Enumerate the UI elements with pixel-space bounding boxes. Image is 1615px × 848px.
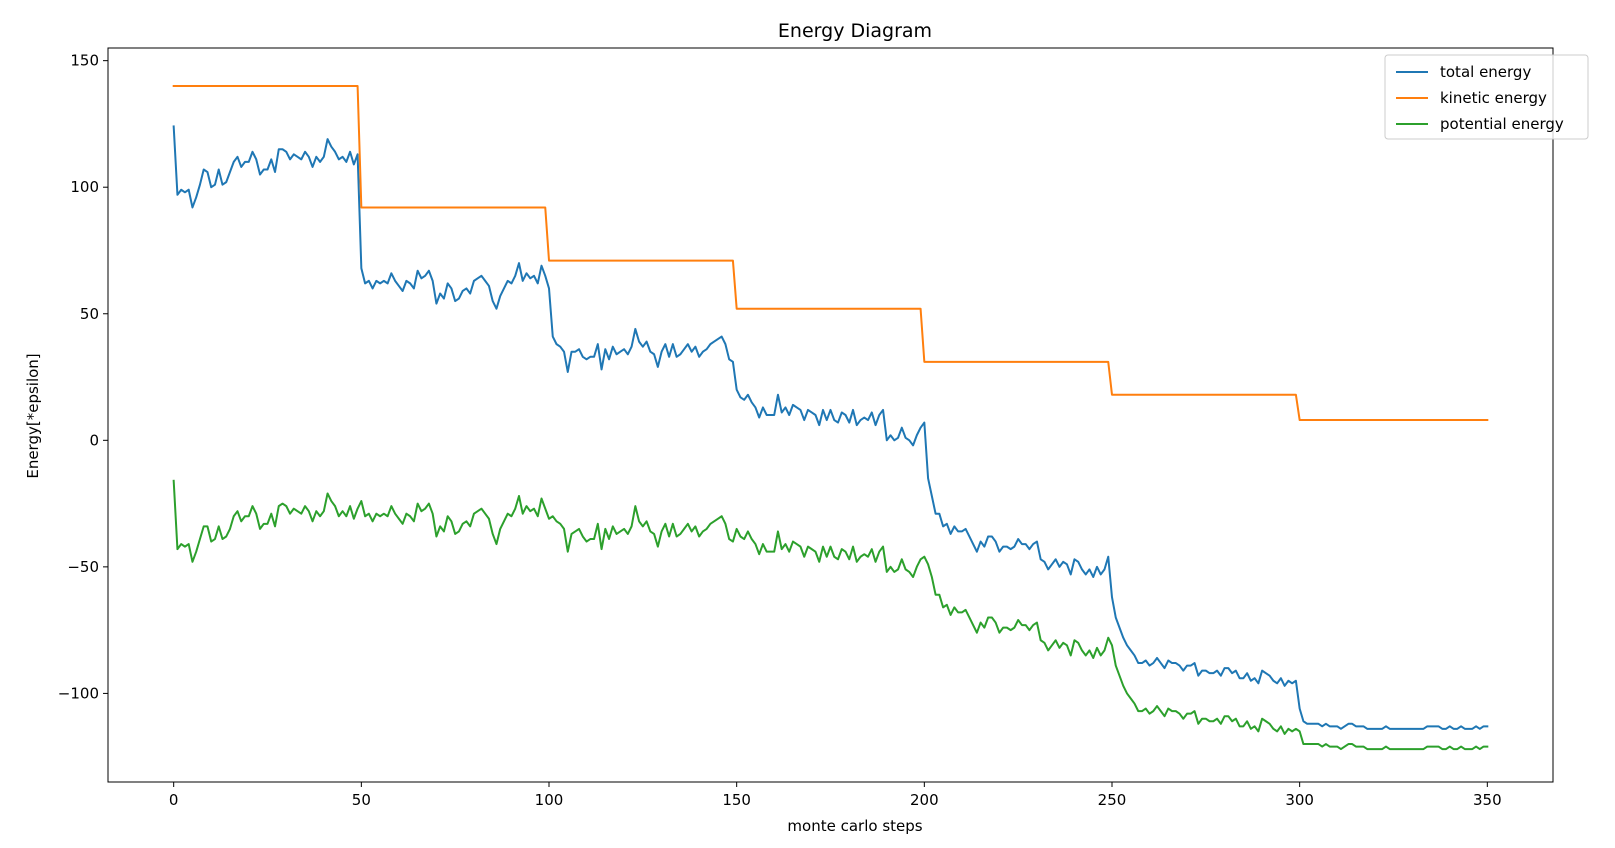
x-tick-label: 350: [1473, 791, 1502, 809]
legend-box: [1384, 54, 1589, 140]
y-tick-label: −100: [58, 684, 99, 702]
y-tick-label: 0: [89, 431, 99, 449]
y-tick-label: −50: [67, 558, 99, 576]
y-axis-ticks: −100 −50 0 50 100 150: [58, 52, 108, 702]
series-line-potential-energy: [172, 479, 1489, 751]
legend-label-potential-energy: potential energy: [1440, 115, 1564, 133]
x-tick-label: 250: [1098, 791, 1127, 809]
x-axis-label: monte carlo steps: [787, 817, 922, 835]
y-tick-label: 100: [70, 178, 99, 196]
legend-label-total-energy: total energy: [1440, 63, 1531, 81]
series-line-kinetic-energy: [172, 84, 1489, 422]
y-tick-label: 50: [80, 305, 99, 323]
legend: total energy kinetic energy potential en…: [1384, 54, 1589, 140]
x-tick-label: 200: [910, 791, 939, 809]
x-tick-label: 100: [535, 791, 564, 809]
x-axis-ticks: 0 50 100 150 200 250 300 350: [169, 782, 1502, 809]
x-tick-label: 0: [169, 791, 179, 809]
y-tick-label: 150: [70, 52, 99, 70]
series-line-total-energy: [172, 125, 1489, 730]
series-lines: [172, 84, 1489, 751]
x-tick-label: 300: [1285, 791, 1314, 809]
plot-area-frame: [107, 47, 1554, 783]
x-tick-label: 50: [352, 791, 371, 809]
chart-title: Energy Diagram: [778, 20, 932, 42]
y-axis-label: Energy[*epsilon]: [24, 353, 42, 478]
legend-label-kinetic-energy: kinetic energy: [1440, 89, 1547, 107]
x-tick-label: 150: [722, 791, 751, 809]
